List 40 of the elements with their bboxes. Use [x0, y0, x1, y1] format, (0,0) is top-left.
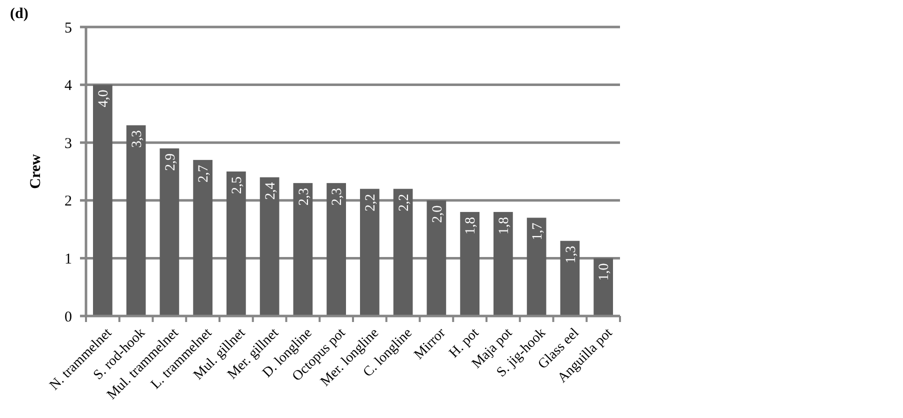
y-axis-title: Crew	[28, 154, 44, 189]
bar	[494, 212, 513, 316]
chart-title: (d)	[10, 6, 28, 22]
y-tick-label: 4	[64, 78, 72, 94]
y-tick-label: 2	[64, 194, 72, 210]
data-label: 3,3	[130, 130, 145, 148]
bar	[560, 240, 580, 316]
bar	[160, 148, 180, 316]
y-tick-label: 5	[64, 20, 72, 36]
data-label: 2,2	[396, 194, 412, 212]
data-label: 2,4	[263, 182, 278, 200]
bar	[293, 183, 313, 316]
data-label: 2,3	[296, 188, 312, 206]
data-label: 2,0	[430, 205, 446, 223]
y-tick-label: 1	[64, 251, 72, 268]
data-label: 1,7	[530, 222, 546, 240]
data-label: 1,0	[597, 263, 612, 281]
data-label: 2,5	[230, 176, 246, 194]
bar	[126, 125, 146, 316]
data-label: 2,7	[196, 164, 212, 182]
y-tick-label: 0	[64, 309, 72, 326]
data-label: 2,9	[163, 153, 178, 171]
data-label: 1,3	[564, 246, 579, 264]
bar	[260, 177, 280, 316]
bar	[326, 183, 346, 316]
data-label: 4,0	[96, 90, 112, 108]
bar	[93, 84, 112, 316]
bar	[426, 200, 446, 316]
data-label: 1,8	[497, 216, 512, 234]
y-tick-label: 3	[64, 136, 72, 152]
bar	[226, 172, 246, 316]
bar	[594, 258, 613, 316]
data-label: 1,8	[464, 216, 479, 234]
bar	[526, 218, 546, 316]
bar	[193, 160, 212, 316]
bar	[393, 188, 413, 316]
bar	[460, 212, 480, 316]
data-label: 2,2	[364, 194, 379, 212]
data-label: 2,3	[330, 188, 346, 206]
bar	[360, 188, 380, 316]
